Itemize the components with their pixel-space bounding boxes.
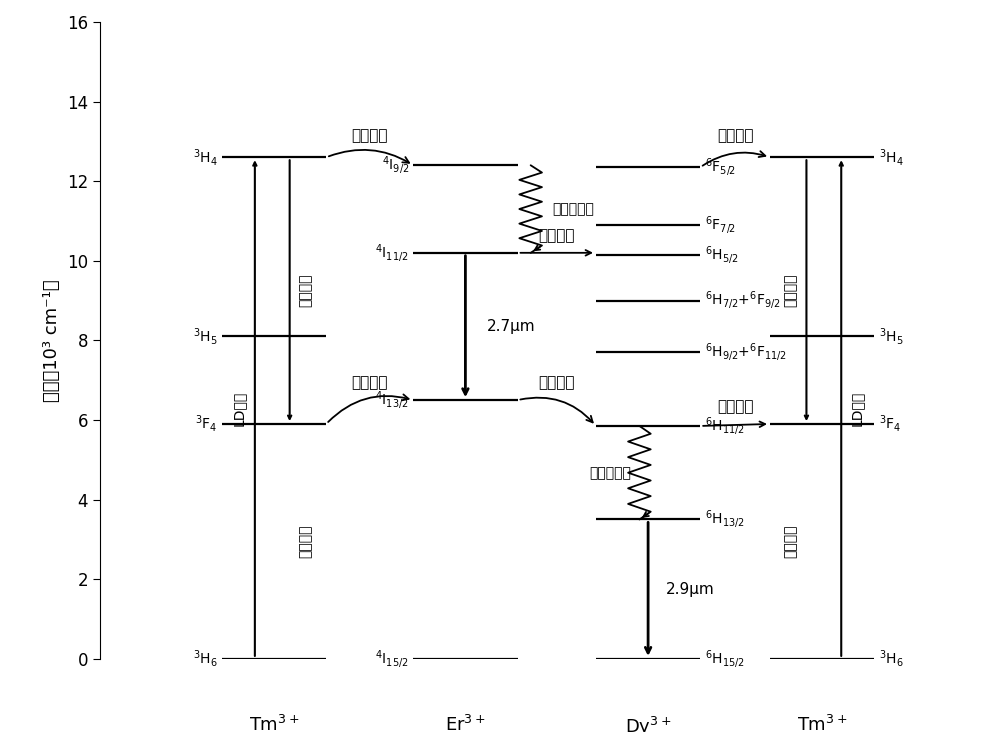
Text: LD泵浦: LD泵浦 [232, 390, 246, 426]
Text: 能量传递: 能量传递 [351, 128, 388, 143]
Text: Tm$^{3+}$: Tm$^{3+}$ [249, 714, 299, 732]
Text: $^6$H$_{13/2}$: $^6$H$_{13/2}$ [705, 509, 744, 530]
Text: 非辐射跃迁: 非辐射跃迁 [552, 202, 594, 216]
Text: 能量传递: 能量传递 [538, 228, 575, 243]
Text: $^3$H$_5$: $^3$H$_5$ [193, 326, 217, 347]
Text: 能量传递: 能量传递 [717, 399, 753, 414]
Text: 能量传递: 能量传递 [717, 128, 753, 143]
Text: $^3$H$_6$: $^3$H$_6$ [879, 649, 903, 669]
Text: 交叉驰豫: 交叉驰豫 [784, 525, 798, 558]
Text: Tm$^{3+}$: Tm$^{3+}$ [797, 714, 847, 732]
Text: Dy$^{3+}$: Dy$^{3+}$ [625, 714, 671, 732]
Text: $^6$F$_{5/2}$: $^6$F$_{5/2}$ [705, 157, 736, 178]
Text: LD泵浦: LD泵浦 [850, 390, 864, 426]
Text: $^6$H$_{5/2}$: $^6$H$_{5/2}$ [705, 244, 738, 266]
Text: $^3$H$_4$: $^3$H$_4$ [193, 147, 217, 168]
Text: $^3$F$_4$: $^3$F$_4$ [195, 414, 217, 435]
FancyArrowPatch shape [329, 150, 409, 163]
Text: 交叉驰豫: 交叉驰豫 [298, 274, 312, 307]
Text: $^6$H$_{11/2}$: $^6$H$_{11/2}$ [705, 415, 744, 437]
Text: 交叉驰豫: 交叉驰豫 [298, 525, 312, 558]
Text: $^3$F$_4$: $^3$F$_4$ [879, 414, 901, 435]
Text: 能量传递: 能量传递 [351, 375, 388, 390]
FancyArrowPatch shape [703, 152, 765, 165]
Text: $^3$H$_4$: $^3$H$_4$ [879, 147, 904, 168]
Text: $^4$I$_{15/2}$: $^4$I$_{15/2}$ [375, 648, 409, 670]
FancyArrowPatch shape [328, 395, 409, 422]
Text: $^6$F$_{7/2}$: $^6$F$_{7/2}$ [705, 214, 736, 236]
Text: 2.9μm: 2.9μm [666, 582, 714, 597]
Text: $^4$I$_{9/2}$: $^4$I$_{9/2}$ [382, 154, 409, 176]
Text: $^6$H$_{9/2}$+$^6$F$_{11/2}$: $^6$H$_{9/2}$+$^6$F$_{11/2}$ [705, 342, 787, 363]
FancyArrowPatch shape [520, 397, 593, 422]
Text: $^3$H$_5$: $^3$H$_5$ [879, 326, 903, 347]
Y-axis label: 能量（10³ cm⁻¹）: 能量（10³ cm⁻¹） [43, 279, 61, 402]
Text: $^6$H$_{7/2}$+$^6$F$_{9/2}$: $^6$H$_{7/2}$+$^6$F$_{9/2}$ [705, 290, 780, 311]
Text: 2.7μm: 2.7μm [487, 319, 536, 334]
Text: Er$^{3+}$: Er$^{3+}$ [445, 714, 486, 732]
Text: $^6$H$_{15/2}$: $^6$H$_{15/2}$ [705, 648, 744, 670]
Text: 非辐射跃迁: 非辐射跃迁 [589, 466, 631, 479]
Text: $^3$H$_6$: $^3$H$_6$ [193, 649, 217, 669]
Text: 交叉驰豫: 交叉驰豫 [784, 274, 798, 307]
Text: 能量传递: 能量传递 [538, 375, 575, 390]
Text: $^4$I$_{13/2}$: $^4$I$_{13/2}$ [375, 389, 409, 411]
Text: $^4$I$_{11/2}$: $^4$I$_{11/2}$ [375, 242, 409, 264]
